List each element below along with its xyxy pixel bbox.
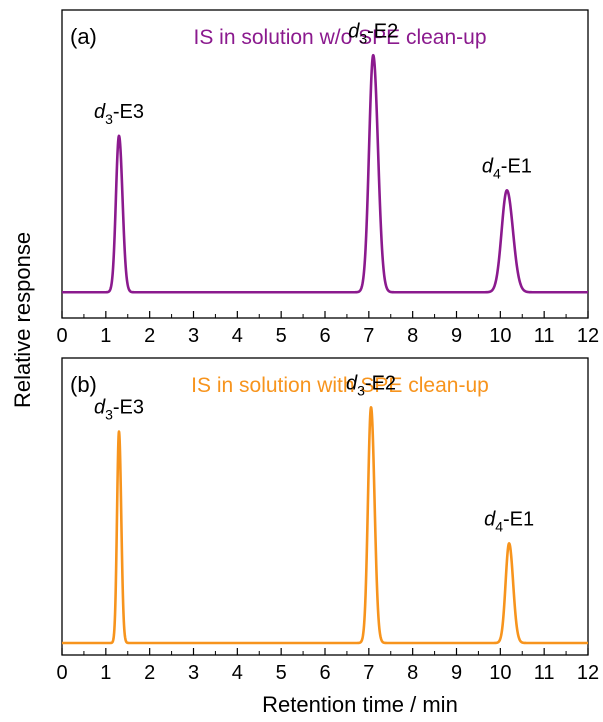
- x-tick-label: 7: [363, 325, 374, 347]
- x-tick-label: 5: [276, 325, 287, 347]
- x-tick-label: 1: [100, 662, 111, 684]
- chromatogram-trace: [60, 405, 590, 645]
- x-tick-label: 4: [232, 662, 243, 684]
- chromatogram-trace: [60, 53, 590, 294]
- x-tick-label: 0: [56, 662, 67, 684]
- x-tick-label: 9: [451, 662, 462, 684]
- x-tick-label: 12: [577, 325, 599, 347]
- x-tick-label: 5: [276, 662, 287, 684]
- x-tick-label: 6: [319, 662, 330, 684]
- x-tick-label: 0: [56, 325, 67, 347]
- x-axis-label: Retention time / min: [262, 692, 458, 717]
- x-tick-label: 3: [188, 325, 199, 347]
- panel-title: IS in solution w/o SPE clean-up: [194, 26, 487, 49]
- x-tick-label: 10: [489, 325, 511, 347]
- panel-title: IS in solution with SPE clean-up: [191, 374, 489, 397]
- x-tick-label: 2: [144, 325, 155, 347]
- panel-a: 0 1 2 3 4 5 6 7 8 9 10 11 12(a) IS in solution w/o SP…: [56, 9, 599, 347]
- peak-label: d3-E3: [94, 397, 144, 423]
- y-axis-label: Relative response: [10, 232, 35, 408]
- x-tick-label: 8: [407, 662, 418, 684]
- x-tick-label: 6: [319, 325, 330, 347]
- panel-b: 0 1 2 3 4 5 6 7 8 9 10 11 12(b) IS in solution with S…: [56, 357, 599, 684]
- x-tick-label: 11: [534, 325, 555, 347]
- x-tick-label: 2: [144, 662, 155, 684]
- panels: 0 1 2 3 4 5 6 7 8 9 10 11 12(a) IS in solution w/o SP…: [56, 9, 599, 684]
- x-tick-label: 3: [188, 662, 199, 684]
- x-tick-label: 8: [407, 325, 418, 347]
- x-tick-label: 10: [489, 662, 511, 684]
- panel-label: (b): [70, 372, 97, 397]
- peak-label: d4-E1: [484, 508, 534, 534]
- peak-label: d3-E2: [346, 372, 396, 398]
- x-tick-label: 11: [534, 662, 555, 684]
- x-tick-label: 7: [363, 662, 374, 684]
- peak-label: d3-E3: [94, 101, 144, 127]
- panel-label: (a): [70, 24, 97, 49]
- x-tick-label: 4: [232, 325, 243, 347]
- peak-label: d4-E1: [482, 155, 532, 181]
- x-tick-label: 9: [451, 325, 462, 347]
- x-tick-label: 12: [577, 662, 599, 684]
- peak-label: d3-E2: [348, 20, 398, 46]
- x-tick-label: 1: [100, 325, 111, 347]
